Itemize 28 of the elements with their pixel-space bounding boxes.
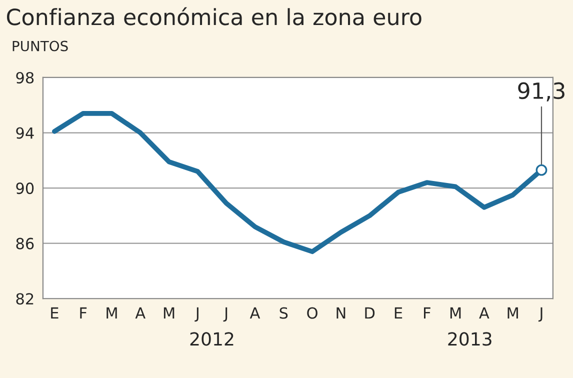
y-tick-label: 82 (16, 293, 34, 305)
x-tick-label: F (424, 307, 430, 319)
x-tick-label: A (135, 307, 146, 319)
data-label: 91,3 (518, 82, 564, 102)
x-tick-label: E (394, 307, 402, 319)
text: 2012 (190, 332, 234, 346)
x-tick-label: J (223, 307, 228, 322)
y-axis-title: PUNTOS (12, 40, 68, 52)
x-tick-label: E (51, 307, 58, 319)
x-tick-label: A (479, 307, 490, 319)
x-tick-label: A (250, 307, 260, 319)
y-tick-label: 86 (16, 238, 34, 250)
x-tick-label: M (164, 307, 174, 319)
x-tick-label: M (450, 307, 461, 319)
text: 2013 (448, 332, 492, 346)
x-tick-label: M (106, 307, 117, 319)
y-tick-label: 90 (16, 182, 34, 194)
x-tick-label: N (336, 307, 346, 319)
x-tick-label: F (80, 307, 87, 319)
y-tick-label: 98 (16, 72, 34, 84)
x-tick-label: S (280, 307, 288, 319)
x-tick-label: M (508, 307, 518, 319)
y-tick-label: 94 (16, 127, 34, 139)
x-tick-label: O (307, 307, 318, 319)
x-tick-label: D (365, 307, 375, 319)
chart-title: Confianza económica en la zona euro (6, 7, 422, 26)
x-tick-label: J (194, 307, 198, 322)
x-tick-label: J (538, 307, 542, 322)
